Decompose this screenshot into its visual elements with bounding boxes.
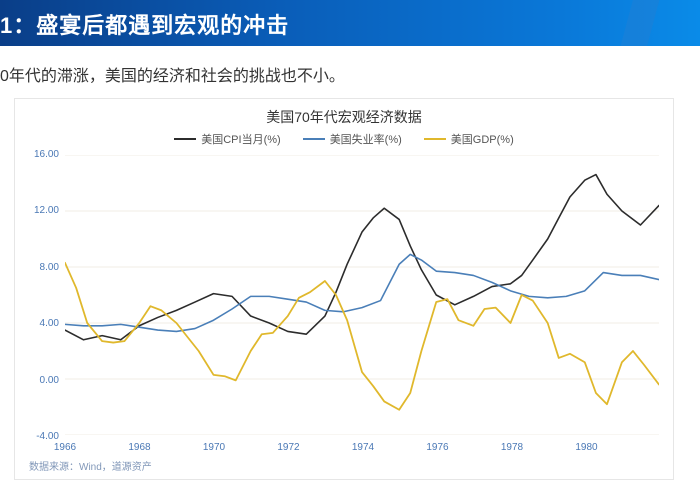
x-axis-label: 1978 bbox=[501, 442, 523, 453]
y-axis-label: 4.00 bbox=[25, 318, 59, 329]
x-axis-label: 1970 bbox=[203, 442, 225, 453]
x-axis-label: 1974 bbox=[352, 442, 374, 453]
banner-prefix: 1： bbox=[0, 13, 36, 38]
chart-plot-area bbox=[65, 155, 659, 435]
legend-swatch bbox=[174, 138, 196, 140]
x-axis-label: 1972 bbox=[277, 442, 299, 453]
legend-label: 美国失业率(%) bbox=[330, 131, 402, 147]
y-axis-label: 16.00 bbox=[25, 149, 59, 160]
legend-item: 美国失业率(%) bbox=[303, 131, 402, 147]
banner-text: 盛宴后都遇到宏观的冲击 bbox=[36, 13, 289, 38]
y-axis-label: 8.00 bbox=[25, 262, 59, 273]
legend-swatch bbox=[303, 138, 325, 140]
title-banner: 1：盛宴后都遇到宏观的冲击 bbox=[0, 0, 700, 46]
y-axis-label: -4.00 bbox=[25, 431, 59, 442]
chart-title: 美国70年代宏观经济数据 bbox=[15, 99, 673, 127]
banner-title: 1：盛宴后都遇到宏观的冲击 bbox=[0, 8, 289, 40]
x-axis-label: 1976 bbox=[426, 442, 448, 453]
chart-legend: 美国CPI当月(%) 美国失业率(%) 美国GDP(%) bbox=[15, 131, 673, 147]
legend-label: 美国CPI当月(%) bbox=[201, 131, 280, 147]
chart-container: 美国70年代宏观经济数据 美国CPI当月(%)美国失业率(%)美国GDP(%) … bbox=[14, 98, 674, 480]
chart-svg bbox=[65, 155, 659, 435]
chart-source: 数据来源：Wind，道源资产 bbox=[29, 458, 152, 473]
x-axis-label: 1968 bbox=[128, 442, 150, 453]
legend-label: 美国GDP(%) bbox=[451, 131, 514, 147]
legend-item: 美国CPI当月(%) bbox=[174, 131, 280, 147]
legend-swatch bbox=[424, 138, 446, 140]
y-axis-label: 12.00 bbox=[25, 205, 59, 216]
x-axis-label: 1980 bbox=[575, 442, 597, 453]
subtitle: 0年代的滞涨，美国的经济和社会的挑战也不小。 bbox=[0, 46, 700, 96]
x-axis-label: 1966 bbox=[54, 442, 76, 453]
y-axis-label: 0.00 bbox=[25, 375, 59, 386]
legend-item: 美国GDP(%) bbox=[424, 131, 514, 147]
